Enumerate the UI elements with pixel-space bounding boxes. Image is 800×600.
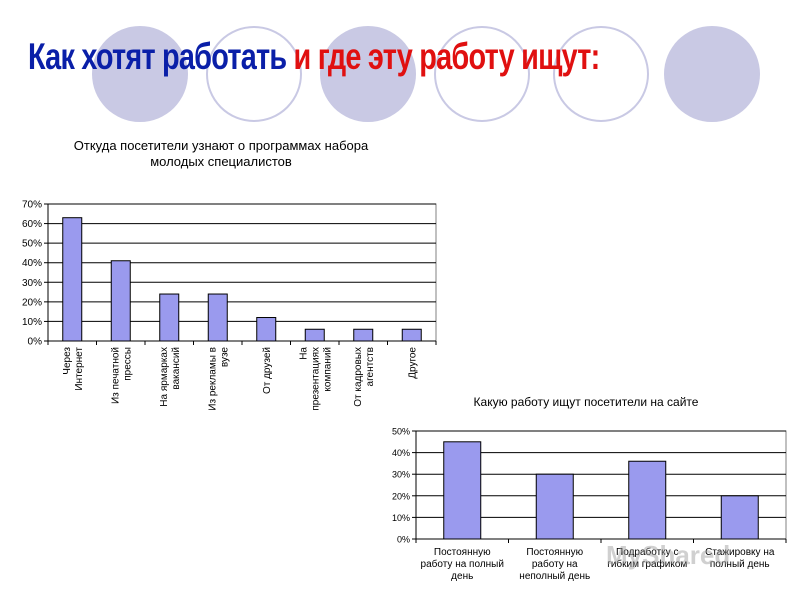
y-tick-label: 60% — [22, 219, 42, 230]
x-category-text: Другое — [407, 347, 418, 379]
x-category-text: вузе — [219, 347, 230, 368]
y-tick-label: 0% — [397, 535, 410, 545]
x-category-text: Из печатной — [110, 347, 121, 404]
x-category-text: гибким графиком — [607, 558, 687, 570]
y-tick-label: 30% — [392, 470, 410, 480]
bar — [304, 328, 325, 342]
decor-circle-1 — [92, 26, 188, 122]
x-category-text: Через — [62, 347, 73, 375]
decor-circle-6 — [664, 26, 760, 122]
bar — [62, 217, 83, 342]
bar — [535, 473, 574, 540]
x-category-label: Через Интернет — [62, 347, 85, 391]
bar — [353, 328, 374, 342]
decor-circle-4 — [434, 26, 530, 122]
chart-title: Откуда посетители узнают о программах на… — [74, 138, 369, 153]
x-category-label: На ярмарках вакансий — [159, 347, 182, 407]
x-category-text: полный день — [710, 559, 770, 570]
x-category-text: день — [451, 571, 473, 582]
x-category-text: неполный день — [519, 571, 590, 582]
x-category-text: компаний — [322, 347, 333, 392]
x-category-text: Интернет — [74, 347, 85, 391]
x-category-text: Постоянную — [526, 547, 583, 558]
x-category-text: прессы — [122, 347, 133, 381]
y-tick-label: 50% — [392, 427, 410, 437]
y-tick-label: 70% — [22, 200, 42, 211]
bar — [159, 293, 180, 342]
x-category-label: Другое — [407, 347, 418, 379]
slide-title-blue: Как хотят работать — [28, 36, 294, 77]
bar — [720, 495, 759, 540]
watermark: MyShared — [606, 540, 731, 570]
x-category-label: Из печатной прессы — [110, 347, 133, 404]
x-category-label: От друзей — [262, 347, 273, 394]
x-category-text: агентств — [365, 347, 376, 386]
x-category-text: Подработку с — [616, 546, 678, 558]
y-tick-label: 10% — [22, 317, 42, 328]
x-category-text: презентациях — [310, 347, 321, 411]
x-category-text: На ярмарках — [159, 347, 170, 407]
x-category-text: От кадровых — [353, 347, 364, 407]
decor-circle-5 — [553, 26, 649, 122]
y-tick-label: 20% — [392, 491, 410, 501]
bar — [443, 441, 482, 540]
x-category-label: Из рекламы в вузе — [207, 347, 230, 411]
y-tick-label: 10% — [392, 513, 410, 523]
y-tick-label: 40% — [392, 448, 410, 458]
y-tick-label: 0% — [28, 337, 43, 348]
y-tick-label: 20% — [22, 297, 42, 308]
x-category-text: Стажировку на — [705, 547, 775, 558]
bar — [207, 293, 228, 342]
chart-title: Какую работу ищут посетители на сайте — [474, 395, 699, 409]
y-tick-label: 30% — [22, 278, 42, 289]
decor-circle-2 — [206, 26, 302, 122]
bar — [401, 328, 422, 342]
bar — [628, 460, 667, 540]
bar — [110, 260, 131, 342]
x-category-text: работу на полный — [421, 558, 504, 570]
x-category-label: На презентациях компаний — [298, 347, 333, 411]
x-category-text: На — [298, 347, 309, 360]
x-category-text: Из рекламы в — [207, 347, 218, 411]
decor-circle-3 — [320, 26, 416, 122]
slide-title: Как хотят работать и где эту работу ищут… — [28, 36, 601, 77]
x-category-text: работу на — [532, 558, 578, 570]
x-category-text: Постоянную — [434, 547, 491, 558]
slide-title-red: и где эту работу ищут: — [293, 36, 601, 77]
y-tick-label: 40% — [22, 258, 42, 269]
x-category-text: От друзей — [262, 347, 273, 394]
y-tick-label: 50% — [22, 239, 42, 250]
x-category-label: От кадровых агентств — [353, 347, 376, 407]
x-category-text: вакансий — [171, 347, 182, 390]
chart-title: молодых специалистов — [150, 154, 292, 169]
bar — [256, 317, 277, 342]
